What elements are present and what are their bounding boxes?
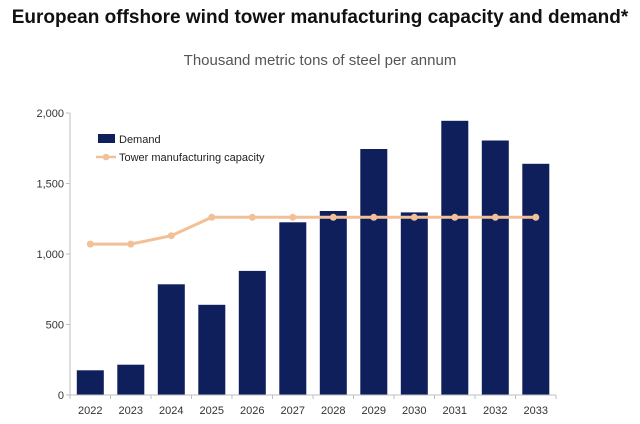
capacity-point-2024 [167, 232, 175, 240]
x-tick-label: 2032 [483, 405, 507, 417]
capacity-point-2032 [491, 213, 499, 221]
demand-bar-2031 [441, 120, 469, 396]
legend-capacity-marker [102, 153, 110, 161]
demand-bar-2024 [157, 284, 185, 395]
capacity-point-2031 [451, 213, 459, 221]
demand-bar-2022 [76, 370, 104, 395]
capacity-point-2028 [329, 213, 337, 221]
demand-bar-2029 [360, 149, 388, 395]
x-tick-label: 2028 [321, 405, 345, 417]
demand-bar-2028 [319, 211, 347, 395]
demand-bar-2030 [400, 212, 428, 395]
capacity-point-2026 [248, 213, 256, 221]
demand-bar-2025 [198, 304, 226, 395]
x-tick-label: 2027 [281, 405, 305, 417]
legend-demand-label: Demand [119, 134, 161, 146]
chart-subtitle: Thousand metric tons of steel per annum [183, 52, 457, 69]
x-tick-label: 2024 [159, 405, 183, 417]
demand-bar-2026 [238, 270, 266, 395]
y-tick-label: 1,000 [36, 249, 64, 261]
capacity-point-2033 [532, 213, 540, 221]
x-tick-label: 2029 [362, 405, 386, 417]
capacity-point-2022 [86, 240, 94, 248]
x-tick-label: 2023 [119, 405, 143, 417]
demand-bar-2027 [279, 222, 307, 395]
capacity-series-line [90, 215, 536, 246]
y-tick-label: 2,000 [36, 108, 64, 120]
x-tick-label: 2022 [78, 405, 102, 417]
demand-bar-2032 [481, 140, 509, 395]
x-tick-label: 2026 [240, 405, 264, 417]
y-tick-label: 500 [46, 320, 64, 332]
capacity-point-2027 [289, 213, 297, 221]
x-tick-label: 2033 [524, 405, 548, 417]
y-tick-label: 0 [58, 390, 64, 402]
capacity-point-2023 [127, 240, 135, 248]
capacity-point-2025 [208, 213, 216, 221]
legend-capacity-label: Tower manufacturing capacity [119, 152, 265, 164]
chart-title: European offshore wind tower manufacturi… [11, 7, 629, 28]
x-tick-label: 2030 [402, 405, 426, 417]
x-tick-label: 2031 [443, 405, 467, 417]
demand-bar-2023 [117, 364, 145, 395]
capacity-point-2029 [370, 213, 378, 221]
x-tick-label: 2025 [200, 405, 224, 417]
demand-bar-2033 [522, 163, 550, 395]
y-tick-label: 1,500 [36, 179, 64, 191]
capacity-point-2030 [410, 213, 418, 221]
legend-demand-swatch [98, 134, 115, 143]
